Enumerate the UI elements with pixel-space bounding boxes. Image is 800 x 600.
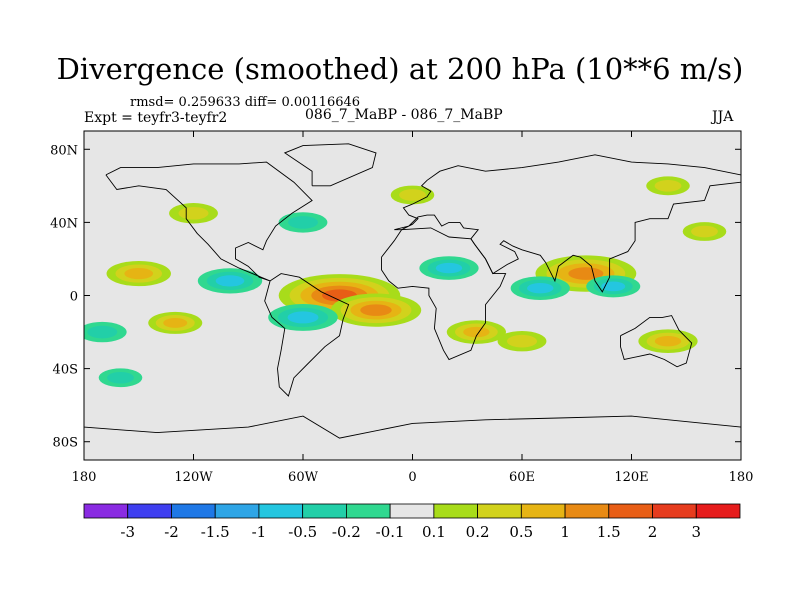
colorbar-level-label: 0.5 [509,523,533,541]
experiment-label: Expt = teyfr3-teyfr2 [84,110,228,126]
colorbar-swatch [564,503,610,519]
anomaly-contour [654,180,682,192]
x-tick-label: 120W [174,470,213,485]
coastline [381,227,507,361]
season-label: JJA [712,109,734,125]
anomaly-contour [107,371,134,384]
field-anomaly [390,185,435,205]
colorbar-swatch [345,503,391,519]
colorbar-swatch [171,503,216,519]
anomaly-contour [399,189,426,201]
colorbar-level-label: 1.5 [597,523,621,541]
anomaly-contour [691,225,718,238]
field-anomaly [169,203,218,224]
anomaly-contour [507,334,537,348]
field-anomaly [278,212,328,233]
colorbar-swatch [652,503,697,519]
x-tick-label: 120E [614,470,648,485]
anomaly-contour [178,206,209,220]
colorbar-swatch [127,503,172,519]
colorbar-level-label: 0.2 [466,523,490,541]
anomaly-contour [463,326,490,338]
x-tick-label: 180 [72,470,97,485]
anomaly-contour [654,335,682,347]
colorbar-swatch [214,503,260,519]
field-anomaly [682,222,727,241]
anomaly-contour [287,311,319,324]
field-anomaly [646,176,690,196]
colorbar-level-label: -0.5 [288,523,317,541]
colorbar-swatch [695,503,741,519]
colorbar-swatch [520,503,566,519]
field-anomaly [419,256,479,280]
coastline [84,415,741,439]
anomaly-contour [288,216,318,229]
field-anomaly [268,304,338,331]
colorbar-level-label: -1 [252,523,267,541]
coastline [264,273,350,397]
field-anomaly [197,268,263,294]
field-anomaly [510,276,570,300]
chart-title: Divergence (smoothed) at 200 hPa (10**6 … [56,52,744,86]
colorbar-level-label: 3 [692,523,702,541]
colorbar-swatch [389,503,435,519]
plot-area [84,131,741,460]
y-tick-label: 0 [70,290,78,305]
colorbar-swatch [258,503,304,519]
colorbar-swatch [302,503,347,519]
x-tick-label: 180 [729,470,754,485]
colorbar-level-label: -0.2 [332,523,361,541]
colorbar-level-label: 1 [560,523,570,541]
field-anomaly [148,311,203,334]
field-anomaly [497,330,547,352]
anomaly-contour [87,325,118,339]
colorbar-swatch [477,503,522,519]
colorbar-level-label: -0.1 [376,523,405,541]
colorbar-level-label: -1.5 [201,523,230,541]
colorbar-level-label: -3 [120,523,135,541]
colorbar-level-label: -2 [164,523,179,541]
anomaly-contour [124,267,154,280]
anomaly-contour [215,275,245,287]
field-anomaly [638,329,698,353]
field-anomaly [106,260,171,287]
field-anomaly [586,275,641,298]
colorbar-level-label: 2 [648,523,658,541]
x-tick-label: 60W [288,470,319,485]
anomaly-contour [360,304,392,316]
field-anomaly [330,293,422,327]
field-anomaly [98,368,143,388]
rmsd-diff-stats: rmsd= 0.259633 diff= 0.00116646 [130,95,361,110]
coastline [105,161,313,282]
anomaly-contour [163,318,188,328]
anomaly-contour [435,262,463,274]
anomaly-contour [527,282,554,294]
colorbar-swatch [83,503,129,519]
x-tick-label: 0 [408,470,416,485]
coastline [283,143,377,187]
y-tick-label: 80S [53,436,78,451]
y-tick-label: 40S [53,363,78,378]
anomaly-contour [601,281,626,292]
y-tick-label: 80N [50,143,78,158]
field-anomaly [84,321,127,343]
colorbar-swatch [433,503,478,519]
anomaly-contour [568,267,604,280]
colorbar-swatch [608,503,653,519]
case-comparison-label: 086_7_MaBP - 086_7_MaBP [305,107,503,123]
field-anomaly [446,320,506,344]
x-tick-label: 60E [509,470,535,485]
colorbar-level-label: 0.1 [422,523,446,541]
y-tick-label: 40N [50,216,78,231]
coastline [620,315,693,368]
